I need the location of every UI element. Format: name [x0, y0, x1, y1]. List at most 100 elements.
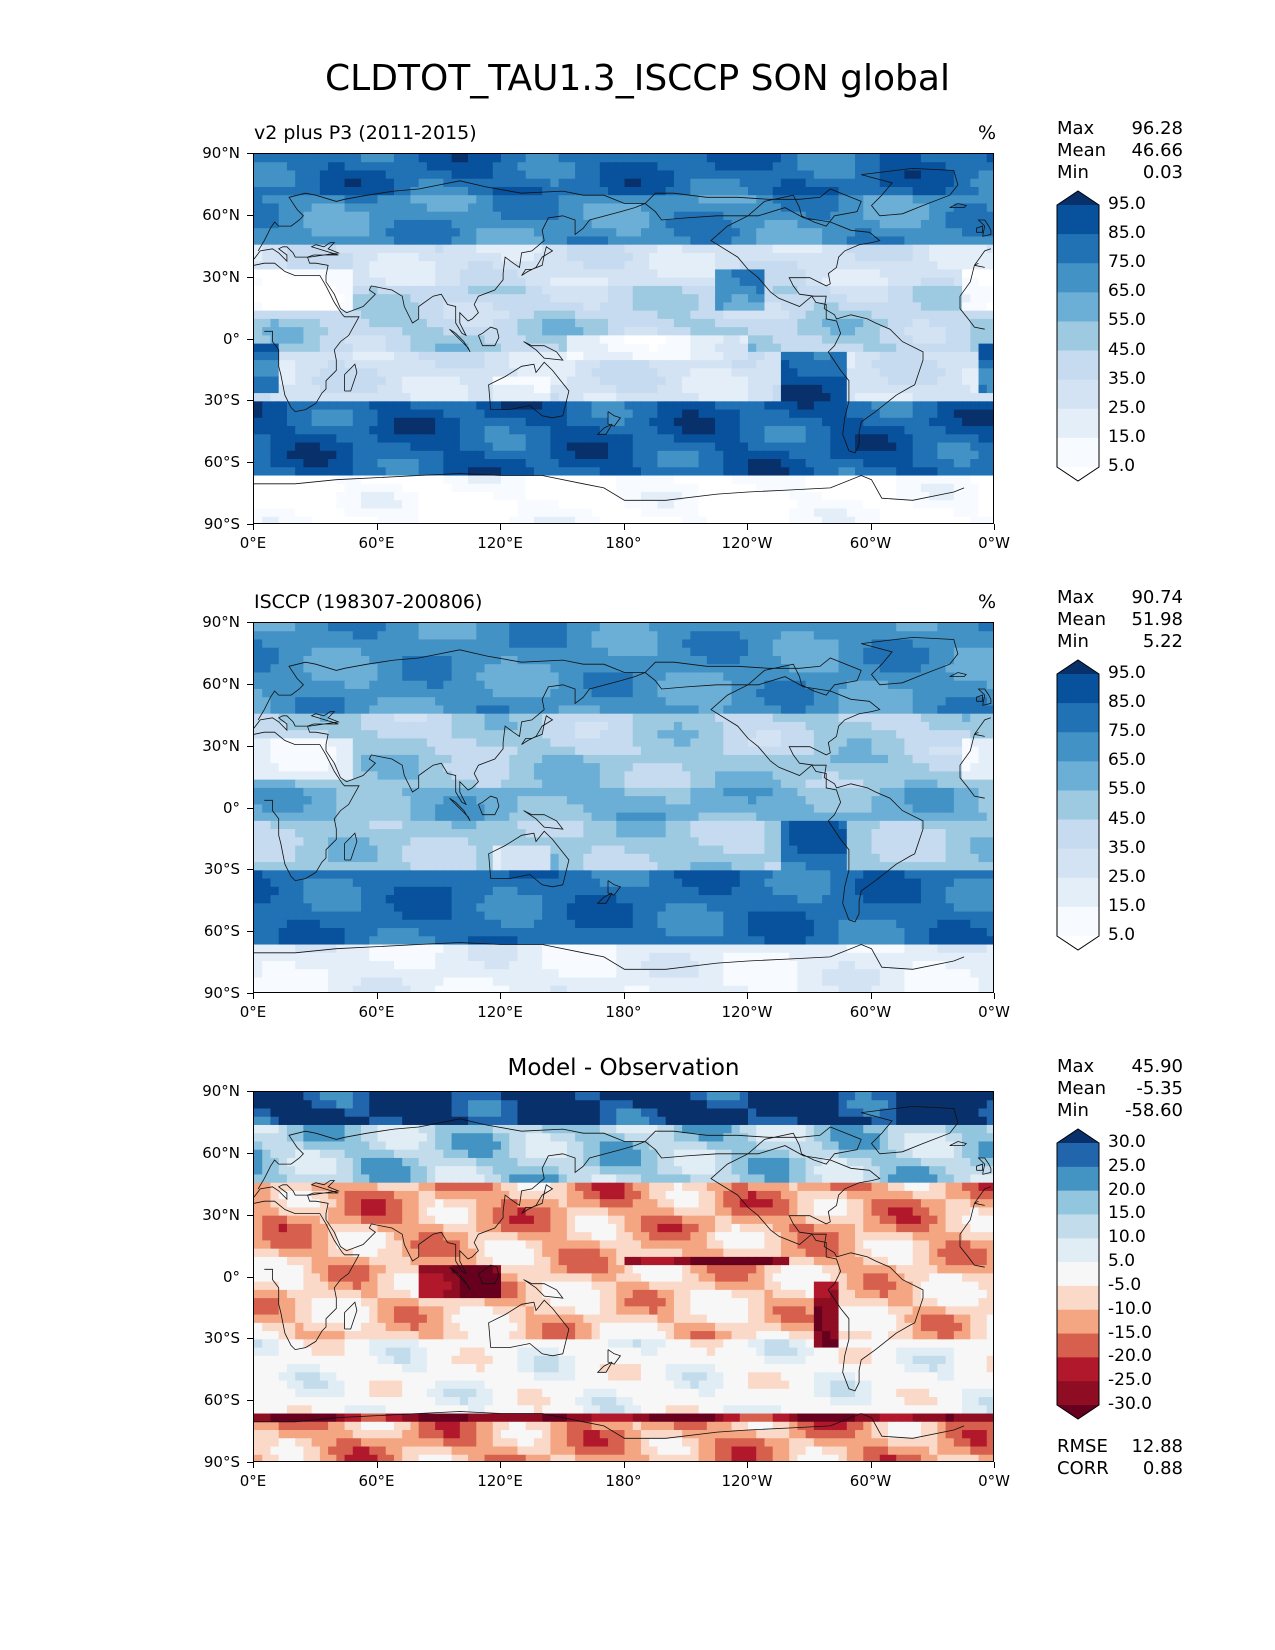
- heatmap-cell: [361, 434, 370, 444]
- heatmap-cell: [822, 401, 831, 411]
- heatmap-cell: [912, 492, 922, 501]
- heatmap-cell: [945, 475, 955, 485]
- panel-title: v2 plus P3 (2011-2015): [254, 122, 477, 144]
- heatmap-cell: [838, 655, 848, 665]
- heatmap-cell: [385, 277, 395, 287]
- x-tick-label: 0°W: [978, 534, 1010, 552]
- heatmap-cell: [673, 680, 683, 690]
- heatmap-cell: [739, 664, 749, 674]
- heatmap-cell: [822, 236, 831, 246]
- heatmap-cell: [270, 261, 280, 271]
- heatmap-cell: [509, 170, 519, 180]
- heatmap-cell: [575, 285, 584, 295]
- heatmap-cell: [286, 631, 296, 641]
- heatmap-cell: [558, 318, 568, 328]
- heatmap-cell: [904, 154, 914, 163]
- heatmap-cell: [813, 655, 823, 665]
- heatmap-cell: [468, 417, 477, 427]
- heatmap-cell: [863, 302, 873, 312]
- heatmap-cell: [295, 335, 304, 345]
- heatmap-cell: [822, 368, 831, 378]
- heatmap-cell: [838, 236, 848, 246]
- heatmap-cell: [517, 475, 527, 485]
- heatmap-cell: [912, 409, 922, 419]
- heatmap-cell: [509, 434, 519, 444]
- heatmap-cell: [920, 186, 930, 196]
- heatmap-cell: [525, 368, 535, 378]
- y-tick-label: 60°S: [203, 453, 240, 472]
- heatmap-cell: [608, 647, 617, 657]
- heatmap-cell: [369, 393, 379, 402]
- heatmap-cell: [690, 384, 700, 394]
- heatmap-cell: [377, 343, 387, 353]
- heatmap-cell: [426, 327, 436, 336]
- heatmap-cell: [797, 360, 807, 369]
- heatmap-cell: [896, 459, 906, 468]
- heatmap-cell: [575, 269, 584, 279]
- heatmap-cell: [731, 434, 741, 444]
- heatmap-cell: [706, 343, 716, 353]
- heatmap-cell: [566, 236, 576, 246]
- heatmap-cell: [426, 434, 436, 444]
- heatmap-cell: [912, 269, 922, 279]
- heatmap-cell: [690, 376, 700, 386]
- heatmap-cell: [912, 680, 922, 690]
- heatmap-cell: [583, 211, 593, 221]
- heatmap-cell: [377, 219, 387, 229]
- heatmap-cell: [509, 244, 519, 254]
- heatmap-cell: [624, 186, 634, 196]
- heatmap-cell: [887, 368, 897, 378]
- heatmap-cell: [517, 664, 527, 674]
- heatmap-cell: [410, 376, 420, 386]
- heatmap-cell: [838, 244, 848, 254]
- heatmap-cell: [871, 343, 881, 353]
- heatmap-cell: [451, 252, 461, 262]
- heatmap-cell: [344, 442, 354, 452]
- heatmap-cell: [583, 647, 593, 657]
- heatmap-cell: [451, 409, 461, 419]
- heatmap-cell: [830, 508, 840, 518]
- heatmap-cell: [254, 417, 263, 427]
- heatmap-cell: [665, 310, 675, 320]
- heatmap-cell: [501, 623, 510, 632]
- heatmap-cell: [443, 252, 453, 262]
- heatmap-cell: [352, 623, 362, 632]
- heatmap-cell: [715, 170, 724, 180]
- heatmap-cell: [566, 688, 576, 698]
- heatmap-cell: [484, 393, 494, 402]
- heatmap-cell: [484, 302, 494, 312]
- heatmap-cell: [970, 459, 980, 468]
- heatmap-cell: [945, 178, 955, 188]
- heatmap-cell: [640, 285, 650, 295]
- heatmap-cell: [303, 516, 313, 523]
- heatmap-cell: [846, 269, 856, 279]
- heatmap-cell: [855, 277, 864, 287]
- heatmap-cell: [501, 393, 510, 402]
- heatmap-cell: [418, 393, 428, 402]
- heatmap-cell: [443, 688, 453, 698]
- heatmap-cell: [344, 228, 354, 238]
- heatmap-cell: [953, 434, 963, 444]
- heatmap-cell: [698, 442, 708, 452]
- heatmap-cell: [887, 310, 897, 320]
- heatmap-cell: [846, 475, 856, 485]
- heatmap-cell: [262, 426, 272, 435]
- heatmap-cell: [772, 516, 782, 523]
- heatmap-cell: [254, 351, 263, 361]
- heatmap-cell: [764, 170, 774, 180]
- heatmap-cell: [772, 508, 782, 518]
- heatmap-cell: [805, 327, 815, 336]
- heatmap-cell: [624, 368, 634, 378]
- heatmap-cell: [311, 302, 321, 312]
- heatmap-cell: [468, 475, 477, 485]
- heatmap-cell: [426, 195, 436, 205]
- heatmap-cell: [739, 450, 749, 460]
- heatmap-cell: [896, 186, 906, 196]
- heatmap-cell: [542, 393, 551, 402]
- heatmap-cell: [706, 360, 716, 369]
- heatmap-cell: [953, 285, 963, 295]
- heatmap-cell: [756, 186, 766, 196]
- heatmap-cell: [739, 343, 749, 353]
- heatmap-cell: [616, 294, 626, 303]
- heatmap-cell: [855, 647, 864, 657]
